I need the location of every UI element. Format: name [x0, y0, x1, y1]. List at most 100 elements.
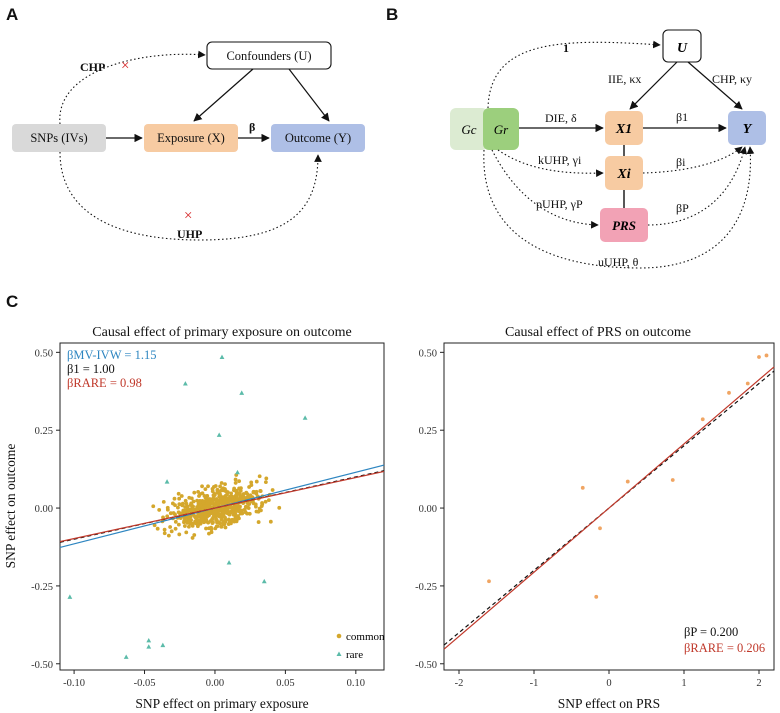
cross-icon-chp: × — [121, 58, 129, 74]
common-point — [237, 479, 242, 484]
common-point — [176, 505, 180, 510]
common-point — [235, 489, 239, 494]
ytick-label: -0.25 — [31, 582, 53, 593]
chp-label: CHP — [80, 60, 105, 74]
chart0-annot-mvivw: βMV-IVW = 1.15 — [67, 348, 156, 362]
common-point — [209, 530, 214, 535]
prs-point — [487, 579, 491, 584]
common-point — [165, 505, 170, 510]
chart-primary-exposure: Causal effect of primary exposure on out… — [3, 325, 385, 711]
common-point — [206, 509, 211, 514]
chart-prs: Causal effect of PRS on outcome -2 -1 0 1 2 … — [415, 325, 775, 711]
ytick-label: 0.25 — [419, 426, 437, 437]
common-point — [199, 515, 204, 519]
common-point — [214, 497, 219, 502]
chart0-annot-beta1: β1 = 1.00 — [67, 362, 115, 376]
common-point — [238, 511, 243, 516]
confounders-node — [206, 41, 332, 70]
common-point — [211, 514, 216, 519]
common-point — [176, 510, 181, 515]
ytick-label: 0.50 — [35, 348, 53, 359]
common-point — [177, 496, 182, 501]
gr-label: Gr — [494, 122, 509, 137]
ytick-label: 0.00 — [419, 504, 437, 515]
common-point — [169, 529, 174, 534]
common-point — [245, 505, 250, 509]
common-point — [200, 500, 205, 505]
common-point — [189, 496, 194, 501]
chart0-title: Causal effect of primary exposure on out… — [92, 325, 351, 340]
common-point — [264, 476, 269, 481]
panel-label-c: C — [6, 292, 18, 311]
common-point — [168, 511, 173, 516]
beta1-label: β1 — [676, 110, 688, 124]
arrow-g-prs — [491, 149, 599, 229]
common-point — [161, 515, 165, 520]
common-point — [236, 506, 241, 511]
common-point — [251, 489, 256, 494]
prs-point — [670, 478, 675, 482]
arrow-g-u — [487, 40, 661, 109]
xtick-label: 0.05 — [276, 678, 294, 689]
common-point — [263, 499, 268, 504]
common-point — [195, 498, 199, 503]
ytick-label: -0.50 — [31, 660, 53, 671]
gc-label: Gc — [461, 122, 476, 137]
common-point — [206, 520, 211, 525]
common-point — [231, 510, 236, 515]
common-point — [215, 488, 220, 493]
common-point — [241, 495, 246, 500]
chart1-frame — [443, 342, 775, 671]
common-point — [268, 519, 273, 524]
xtick-label: -1 — [530, 678, 539, 689]
common-point — [204, 515, 209, 520]
xi-node — [605, 156, 643, 190]
prs-point — [594, 594, 599, 599]
common-point — [211, 499, 215, 504]
kuhp-label: kUHP, γi — [538, 153, 582, 167]
common-point — [157, 508, 162, 512]
puhp-label: pUHP, γP — [536, 197, 583, 211]
common-point — [176, 491, 181, 496]
outcome-label: Outcome (Y) — [285, 131, 351, 145]
xtick-label: 2 — [756, 678, 761, 689]
common-point — [258, 488, 263, 493]
prs-point — [580, 485, 585, 490]
common-point — [182, 518, 187, 523]
chart0-ylabel: SNP effect on outcome — [3, 444, 18, 569]
common-point — [182, 524, 187, 528]
common-point — [186, 524, 191, 529]
common-point — [221, 521, 226, 526]
common-point — [222, 498, 227, 503]
x1-label: X1 — [615, 122, 632, 137]
common-point — [193, 520, 197, 525]
one-label: 1 — [563, 41, 569, 55]
xtick-label: 0.10 — [347, 678, 365, 689]
common-point — [209, 527, 214, 532]
common-point — [203, 496, 208, 500]
ytick-label: 0.25 — [35, 426, 53, 437]
common-point — [225, 492, 229, 497]
rare-point — [182, 381, 188, 386]
outcome-node — [271, 124, 365, 152]
common-point — [194, 515, 198, 520]
common-point — [245, 511, 249, 516]
common-point — [218, 491, 222, 496]
common-point — [218, 521, 223, 526]
common-point — [191, 499, 196, 504]
common-point — [200, 484, 204, 489]
prs-point — [598, 526, 602, 531]
common-point — [241, 492, 246, 496]
common-point — [233, 481, 238, 485]
common-point — [173, 526, 178, 531]
prs-point — [745, 381, 750, 386]
snps-node — [12, 124, 106, 152]
prs-node — [600, 208, 648, 242]
chart0-xlabel: SNP effect on primary exposure — [135, 696, 308, 711]
common-point — [207, 497, 212, 501]
x1-node — [605, 111, 643, 145]
common-point — [249, 483, 254, 488]
common-point — [155, 526, 160, 531]
common-point — [237, 491, 242, 496]
